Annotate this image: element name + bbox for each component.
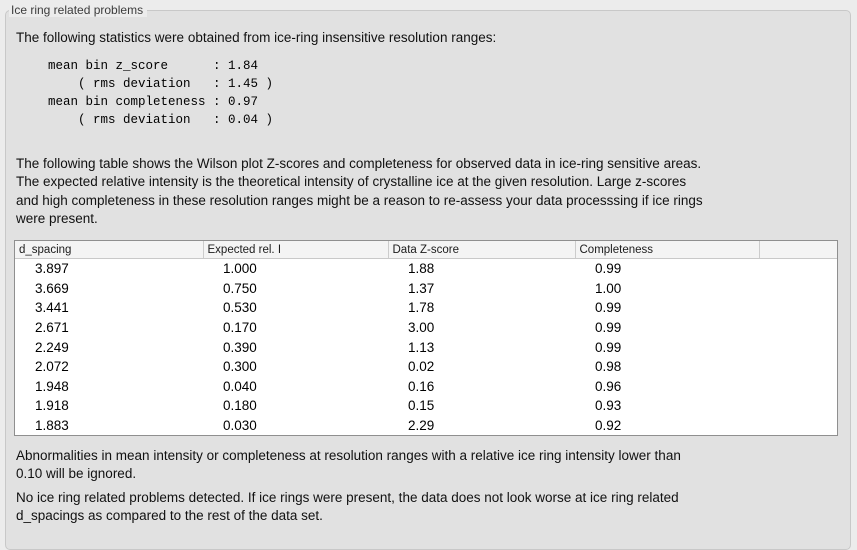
table-cell: 1.948 (35, 378, 69, 394)
column-header-data-z-score[interactable]: Data Z-score (387, 241, 575, 259)
column-header-expected-rel-i[interactable]: Expected rel. I (202, 241, 388, 259)
table-row[interactable]: 2.671 0.170 3.00 0.99 (15, 318, 837, 338)
table-cell: 0.99 (595, 261, 622, 277)
table-cell (759, 337, 837, 357)
table-row[interactable]: 1.948 0.040 0.16 0.96 (15, 377, 837, 397)
table-cell (759, 259, 837, 279)
table-header-row: d_spacing Expected rel. I Data Z-score C… (15, 241, 837, 259)
table-cell (759, 416, 837, 436)
table-cell: 0.180 (223, 398, 257, 414)
conclusion-paragraph: No ice ring related problems detected. I… (16, 490, 679, 524)
table-cell: 1.00 (595, 280, 622, 296)
column-header-filler (758, 241, 837, 259)
table-cell (759, 357, 837, 377)
table-cell: 0.750 (223, 280, 257, 296)
table-cell: 0.16 (408, 378, 435, 394)
table-cell: 0.02 (408, 359, 435, 375)
table-cell: 0.92 (595, 418, 622, 434)
table-description-paragraph: The following table shows the Wilson plo… (16, 156, 703, 227)
table-row[interactable]: 1.918 0.180 0.15 0.93 (15, 396, 837, 416)
table-row[interactable]: 1.883 0.030 2.29 0.92 (15, 416, 837, 436)
table-cell: 0.040 (223, 378, 257, 394)
table-cell: 3.897 (35, 261, 69, 277)
table-cell: 1.78 (408, 300, 435, 316)
table-cell: 0.030 (223, 418, 257, 434)
table-cell: 1.88 (408, 261, 435, 277)
table-cell: 2.29 (408, 418, 435, 434)
table-row[interactable]: 2.249 0.390 1.13 0.99 (15, 337, 837, 357)
intro-paragraph: The following statistics were obtained f… (16, 30, 497, 45)
table-cell: 0.96 (595, 378, 622, 394)
table-cell: 0.93 (595, 398, 622, 414)
column-header-d-spacing[interactable]: d_spacing (15, 241, 203, 259)
table-cell: 0.530 (223, 300, 257, 316)
table-cell (759, 396, 837, 416)
table-cell: 0.170 (223, 320, 257, 336)
table-cell: 0.300 (223, 359, 257, 375)
table-cell: 1.37 (408, 280, 435, 296)
table-cell: 1.883 (35, 418, 69, 434)
table-cell: 0.390 (223, 339, 257, 355)
table-cell: 1.918 (35, 398, 69, 414)
table-cell: 0.15 (408, 398, 435, 414)
stats-text-block: mean bin z_score : 1.84 ( rms deviation … (48, 59, 274, 127)
table-cell: 0.99 (595, 320, 622, 336)
table-cell: 1.000 (223, 261, 257, 277)
table-row[interactable]: 3.669 0.750 1.37 1.00 (15, 279, 837, 299)
table-cell: 3.00 (408, 320, 435, 336)
table-cell: 2.671 (35, 320, 69, 336)
table-cell (759, 318, 837, 338)
ice-ring-table: d_spacing Expected rel. I Data Z-score C… (14, 240, 838, 437)
table-row[interactable]: 3.441 0.530 1.78 0.99 (15, 298, 837, 318)
table-cell: 3.441 (35, 300, 69, 316)
ice-ring-data-grid: d_spacing Expected rel. I Data Z-score C… (15, 241, 837, 435)
table-row[interactable]: 2.072 0.300 0.02 0.98 (15, 357, 837, 377)
column-header-completeness[interactable]: Completeness (574, 241, 759, 259)
table-row[interactable]: 3.897 1.000 1.88 0.99 (15, 259, 837, 279)
table-cell: 1.13 (408, 339, 435, 355)
table-cell: 3.669 (35, 280, 69, 296)
ignore-note-paragraph: Abnormalities in mean intensity or compl… (16, 448, 681, 482)
table-cell: 0.98 (595, 359, 622, 375)
table-cell: 2.249 (35, 339, 69, 355)
table-cell (759, 377, 837, 397)
table-cell (759, 279, 837, 299)
table-cell: 2.072 (35, 359, 69, 375)
table-cell: 0.99 (595, 339, 622, 355)
table-cell: 0.99 (595, 300, 622, 316)
group-box-title: Ice ring related problems (9, 3, 148, 17)
table-cell (759, 298, 837, 318)
